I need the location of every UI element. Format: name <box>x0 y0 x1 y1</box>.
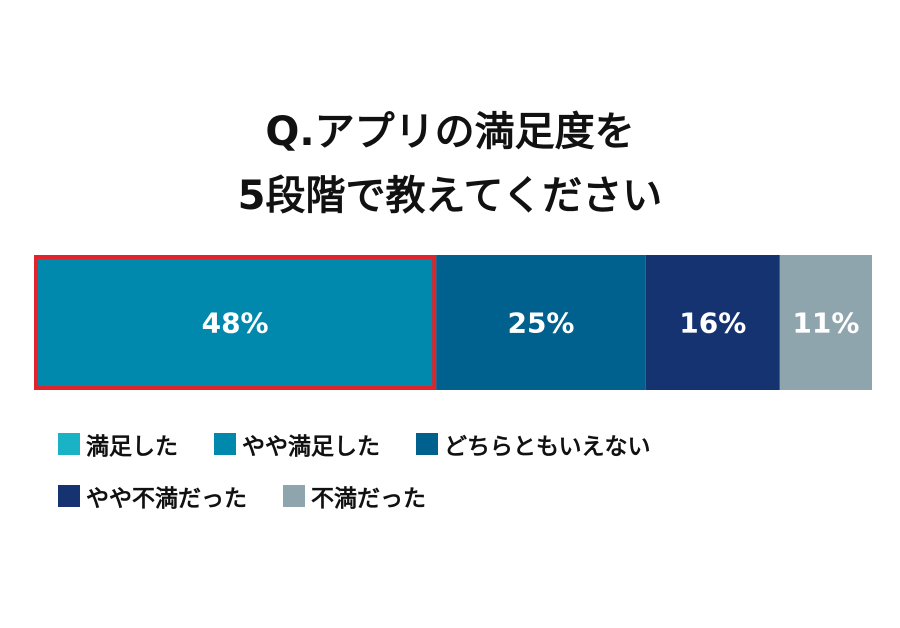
data-label-dissatisfied: 11% <box>792 307 859 340</box>
legend-label-dissatisfied: 不満だった <box>311 486 426 512</box>
bar-segment-somewhat-satisfied <box>34 255 437 390</box>
legend-swatch-satisfied <box>58 433 80 455</box>
legend-label-satisfied: 満足した <box>86 434 178 460</box>
legend-label-neutral: どちらともいえない <box>444 434 651 460</box>
bar-segment-neutral <box>436 255 646 390</box>
legend-item-dissatisfied: 不満だった <box>283 479 426 513</box>
legend-item-neutral: どちらともいえない <box>416 427 651 461</box>
legend-label-somewhat-dissatisfied: やや不満だった <box>86 486 247 512</box>
chart-title-line-2: 5段階で教えてください <box>237 173 663 219</box>
bar-segment-somewhat-dissatisfied <box>645 255 780 390</box>
chart-title: Q.アプリの満足度を 5段階で教えてください <box>0 100 900 228</box>
chart-title-line-1: Q.アプリの満足度を <box>265 109 635 155</box>
data-label-somewhat-satisfied: 48% <box>202 307 269 340</box>
legend-swatch-somewhat-satisfied <box>214 433 236 455</box>
legend-swatch-somewhat-dissatisfied <box>58 485 80 507</box>
legend-item-satisfied: 満足した <box>58 427 178 461</box>
highlight-frame <box>34 255 437 390</box>
legend-item-somewhat-dissatisfied: やや不満だった <box>58 479 247 513</box>
legend-swatch-neutral <box>416 433 438 455</box>
legend-row-2: やや不満だった 不満だった <box>58 480 858 512</box>
legend-swatch-dissatisfied <box>283 485 305 507</box>
legend-label-somewhat-satisfied: やや満足した <box>242 434 380 460</box>
legend-item-somewhat-satisfied: やや満足した <box>214 427 380 461</box>
data-label-neutral: 25% <box>507 307 574 340</box>
legend: 満足した やや満足した どちらともいえない やや不満だった 不満だった <box>58 428 858 532</box>
bar-segment-dissatisfied <box>779 255 872 390</box>
legend-row-1: 満足した やや満足した どちらともいえない <box>58 428 858 460</box>
data-label-somewhat-dissatisfied: 16% <box>679 307 746 340</box>
